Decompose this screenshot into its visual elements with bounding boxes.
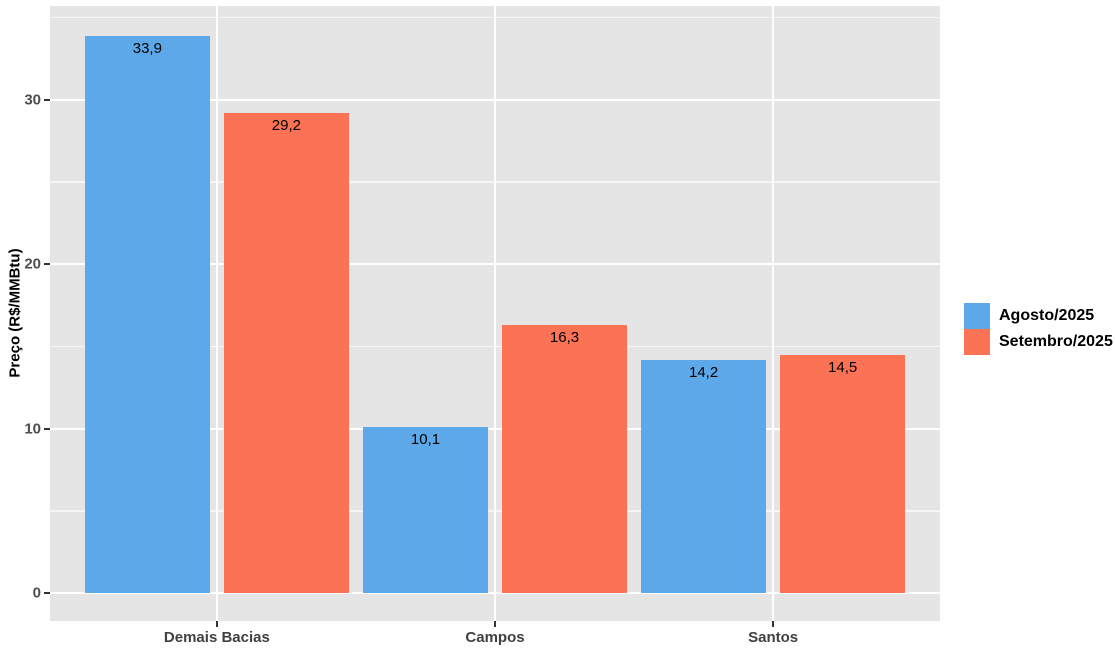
major-gridline-vertical-campos (494, 6, 496, 621)
bar-value-label: 33,9 (132, 39, 162, 57)
y-tick-mark (44, 592, 50, 595)
legend-swatch-setembro-2025 (964, 329, 990, 355)
x-tick-mark (494, 621, 496, 627)
x-tick-mark (215, 621, 218, 627)
y-tick-mark (44, 263, 50, 266)
bar-agosto-2025-campos (362, 426, 489, 594)
bar-setembro-2025-campos (501, 325, 628, 594)
x-tick-label-demais-bacias: Demais Bacias (163, 629, 270, 646)
bar-value-label: 29,2 (271, 116, 302, 134)
x-tick-mark (772, 621, 775, 627)
bar-value-label: 14,5 (828, 358, 858, 376)
bar-value-label: 14,2 (688, 363, 719, 381)
bar-value-label: 10,1 (410, 430, 441, 448)
y-tick-mark (44, 427, 50, 430)
legend-item-agosto-2025: Agosto/2025 (964, 303, 1113, 329)
legend-label: Agosto/2025 (999, 307, 1095, 324)
legend-item-setembro-2025: Setembro/2025 (964, 329, 1113, 355)
legend-swatch-agosto-2025 (964, 303, 990, 329)
y-tick-label: 10 (24, 420, 41, 438)
y-tick-label: 20 (24, 255, 41, 273)
y-tick-label: 30 (24, 91, 41, 109)
bar-setembro-2025-santos (780, 354, 906, 594)
bar-value-label: 16,3 (549, 329, 580, 346)
major-gridline-vertical-demais-bacias (215, 6, 218, 621)
legend: Agosto/2025 Setembro/2025 (964, 303, 1113, 355)
bar-agosto-2025-santos (641, 359, 767, 594)
bar-agosto-2025-demais-bacias (84, 35, 210, 594)
bar-setembro-2025-demais-bacias (223, 112, 349, 594)
y-tick-label: 0 (32, 584, 41, 602)
x-tick-label-campos: Campos (465, 629, 525, 646)
major-gridline-vertical-santos (772, 6, 775, 621)
legend-label: Setembro/2025 (999, 333, 1113, 350)
y-tick-mark (44, 98, 50, 101)
x-tick-label-santos: Santos (748, 629, 799, 646)
